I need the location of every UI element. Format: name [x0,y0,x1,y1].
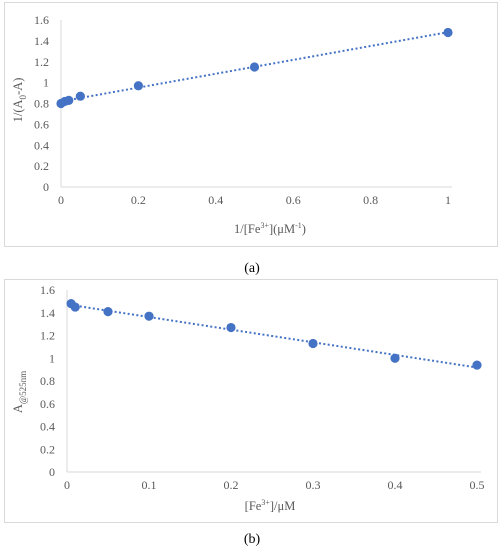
data-point [103,307,113,317]
chart-a-axes: 0 0.2 0.4 0.6 0.8 1 0 0.2 0.4 0.6 0.8 1 1.2 1.4 1.6 [34,13,452,207]
y-tick-label: 1.2 [34,55,49,69]
data-point [133,81,143,91]
y-tick-label: 1.4 [34,34,49,48]
y-tick-label: 0.4 [34,138,49,152]
y-tick-label: 0.6 [40,397,55,411]
chart-b-caption: (b) [244,532,261,547]
y-tick-label: 0.8 [40,374,55,388]
x-tick-label: 0.4 [388,478,403,492]
chart-b-y-axis-title: A@525nm [11,371,28,413]
x-tick-label: 0.4 [208,193,223,207]
data-point [226,322,236,333]
x-tick-label: 0.3 [306,478,321,492]
x-tick-label: 0.1 [142,478,157,492]
chart-a-y-axis-title: 1/(A0-A) [11,78,28,123]
y-tick-label: 0 [43,180,49,194]
data-point [64,95,74,105]
y-tick-label: 1.2 [40,329,55,343]
y-tick-label: 1.4 [40,306,55,320]
x-tick-label: 0.5 [470,478,485,492]
data-point [443,27,453,38]
data-point [472,360,482,370]
y-tick-label: 0.4 [40,420,55,434]
chart-a-caption: (a) [244,261,260,276]
chart-a-frame [4,2,498,247]
data-point [308,338,318,349]
y-tick-label: 0.6 [34,117,49,131]
data-point [390,353,400,363]
data-point [144,311,154,321]
x-tick-label: 0.2 [224,478,239,492]
chart-b: 0 0.1 0.2 0.3 0.4 0.500.20.40.60.811.21.41.6 … [4,279,498,547]
x-tick-label: 0.2 [131,193,146,207]
y-tick-label: 1.6 [34,13,49,27]
y-tick-label: 1 [43,76,49,90]
chart-b-axes: 0 0.1 0.2 0.3 0.4 0.5 0 0.2 0.4 0.6 0.8 1 1.2 1.4 1.6 [40,283,485,492]
x-tick-label: 0.8 [363,193,378,207]
x-tick-label: 1 [445,193,451,207]
chart-a-points [56,27,453,109]
chart-b-points [66,299,482,370]
chart-a: 0 0.2 0.4 0.6 0.8 1 0 0.2 0.4 0.6 0.8 1 1.2 1.4 1.6 1/… [4,2,498,276]
y-tick-label: 0 [49,465,55,479]
data-point [249,62,260,72]
y-tick-label: 1.6 [40,283,55,297]
x-tick-label: 0 [64,478,70,492]
x-tick-label: 0 [58,193,64,207]
y-tick-label: 0.8 [34,97,49,111]
chart-b-frame [4,279,498,523]
data-point [75,91,85,101]
y-tick-label: 0.2 [40,442,55,456]
chart-b-x-axis-title: [Fe3+]/μM [245,498,296,513]
chart-a-x-axis-title: 1/[Fe3+](μM-1) [234,221,306,236]
y-tick-label: 0.2 [34,159,49,173]
x-tick-label: 0.6 [286,193,301,207]
data-point [70,302,80,312]
y-tick-label: 1 [49,351,55,365]
